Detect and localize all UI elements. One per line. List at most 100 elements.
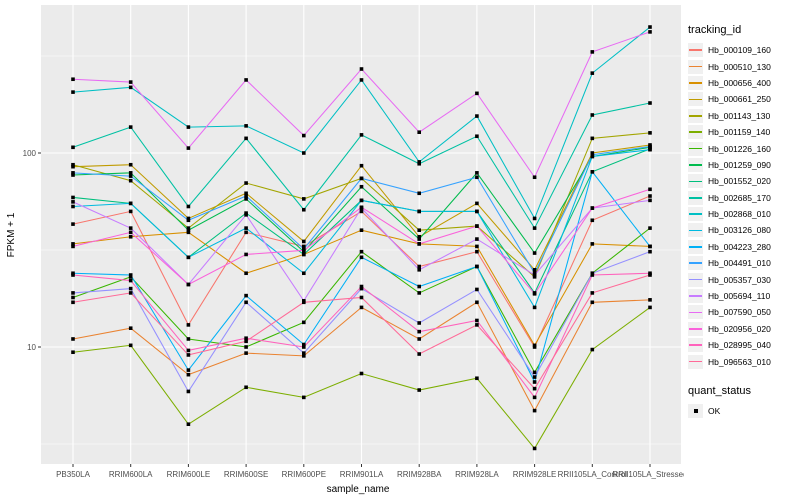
legend-key-swatch (688, 338, 703, 353)
data-point-marker (186, 337, 191, 341)
legend-item-Hb_001143_130: Hb_001143_130 (688, 108, 798, 123)
data-point-marker (128, 234, 133, 239)
data-point-marker (244, 339, 248, 344)
legend-item-label: Hb_004491_010 (708, 258, 771, 269)
legend-item-label: Hb_005357_030 (708, 274, 771, 285)
data-point-marker (475, 244, 479, 249)
data-point-marker (475, 323, 479, 327)
data-point-marker (417, 388, 421, 392)
data-point-marker (186, 228, 191, 233)
legend-item-label: Hb_000109_160 (708, 45, 771, 56)
data-point-marker (186, 226, 191, 230)
series-color-line-icon (689, 328, 702, 330)
x-tick-label: RRIM901LA (340, 470, 384, 479)
data-point-marker (302, 151, 306, 155)
data-point-marker (359, 295, 364, 300)
data-point-marker (244, 271, 248, 276)
data-point-marker (302, 320, 306, 325)
data-point-marker (71, 171, 75, 175)
data-point-marker (417, 284, 421, 289)
legend-item-Hb_005694_110: Hb_005694_110 (688, 289, 798, 304)
data-point-marker (359, 371, 364, 376)
legend-item-Hb_004223_280: Hb_004223_280 (688, 239, 798, 254)
legend-key-swatch (688, 256, 703, 271)
legend-key-swatch (688, 59, 703, 74)
data-point-marker (186, 372, 191, 377)
data-point-marker (186, 216, 191, 221)
legend-key-swatch (688, 305, 703, 320)
data-point-marker (244, 197, 248, 201)
data-point-marker (532, 343, 537, 348)
data-point-marker (532, 305, 537, 310)
legend-item-Hb_004491_010: Hb_004491_010 (688, 256, 798, 271)
series-color-line-icon (689, 344, 702, 347)
data-point-marker (532, 370, 537, 375)
data-point-marker (186, 146, 191, 150)
data-point-marker (186, 125, 191, 129)
y-axis-title: FPKM + 1 (6, 212, 17, 257)
data-point-marker (532, 273, 537, 277)
legend-item-label: Hb_003126_080 (708, 225, 771, 236)
series-color-line-icon (689, 311, 702, 314)
data-point-marker (71, 173, 75, 177)
data-point-marker (244, 124, 248, 128)
legend-panel: tracking_id Hb_000109_160 Hb_000510_130 Hb… (684, 0, 800, 500)
x-tick-label: RRIM928LE (513, 470, 557, 479)
data-point-marker (128, 80, 133, 84)
series-color-line-icon (689, 114, 702, 117)
data-point-marker (71, 164, 75, 169)
data-point-marker (71, 162, 75, 167)
legend-item-Hb_003126_080: Hb_003126_080 (688, 223, 798, 238)
data-point-marker (71, 300, 75, 305)
data-point-marker (359, 176, 364, 181)
series-color-line-icon (689, 98, 702, 101)
data-point-marker (244, 78, 248, 82)
data-point-marker (128, 171, 133, 175)
data-point-marker (302, 248, 306, 253)
quant-status-key (688, 404, 703, 418)
legend-key-swatch (688, 223, 703, 238)
legend-key-swatch (688, 354, 703, 369)
data-point-marker (302, 271, 306, 276)
data-point-marker (128, 125, 133, 129)
legend-item-label: OK (708, 406, 721, 416)
data-point-marker (128, 291, 133, 295)
data-point-marker (186, 422, 191, 427)
data-point-marker (475, 318, 479, 323)
data-point-marker (128, 326, 133, 330)
data-point-marker (417, 160, 421, 164)
series-color-line-icon (689, 229, 702, 232)
data-point-marker (417, 130, 421, 135)
series-color-line-icon (689, 262, 702, 265)
data-point-marker (302, 239, 306, 244)
data-point-marker (532, 251, 537, 255)
data-point-marker (359, 198, 364, 203)
legend-item-ok: OK (688, 404, 798, 418)
data-point-marker (71, 222, 75, 226)
data-point-marker (71, 295, 75, 300)
series-color-line-icon (689, 147, 702, 150)
data-point-marker (359, 228, 364, 233)
data-point-marker (475, 249, 479, 254)
y-tick-label: 100 (23, 149, 37, 158)
data-point-marker (128, 278, 133, 283)
data-point-marker (532, 446, 537, 451)
data-point-marker (532, 380, 537, 384)
data-point-marker (475, 224, 479, 228)
data-point-marker (359, 209, 364, 214)
x-tick-label: RRIM600PE (282, 470, 326, 479)
data-point-marker (244, 213, 248, 217)
data-point-marker (532, 175, 537, 180)
legend-key-swatch (688, 157, 703, 172)
chart-root: 100 10 PB350LA RRIM600LA RRIM600LE RRIM600SE R… (23, 5, 684, 479)
data-point-marker (302, 300, 306, 305)
data-point-marker (532, 292, 537, 296)
legend-item-Hb_001259_090: Hb_001259_090 (688, 157, 798, 172)
data-point-marker (186, 204, 191, 209)
data-point-marker (302, 395, 306, 400)
legend-item-label: Hb_001226_160 (708, 143, 771, 154)
data-point-marker (648, 249, 652, 254)
data-point-marker (359, 67, 364, 71)
legend-item-Hb_001552_020: Hb_001552_020 (688, 174, 798, 189)
data-point-marker (302, 342, 306, 347)
